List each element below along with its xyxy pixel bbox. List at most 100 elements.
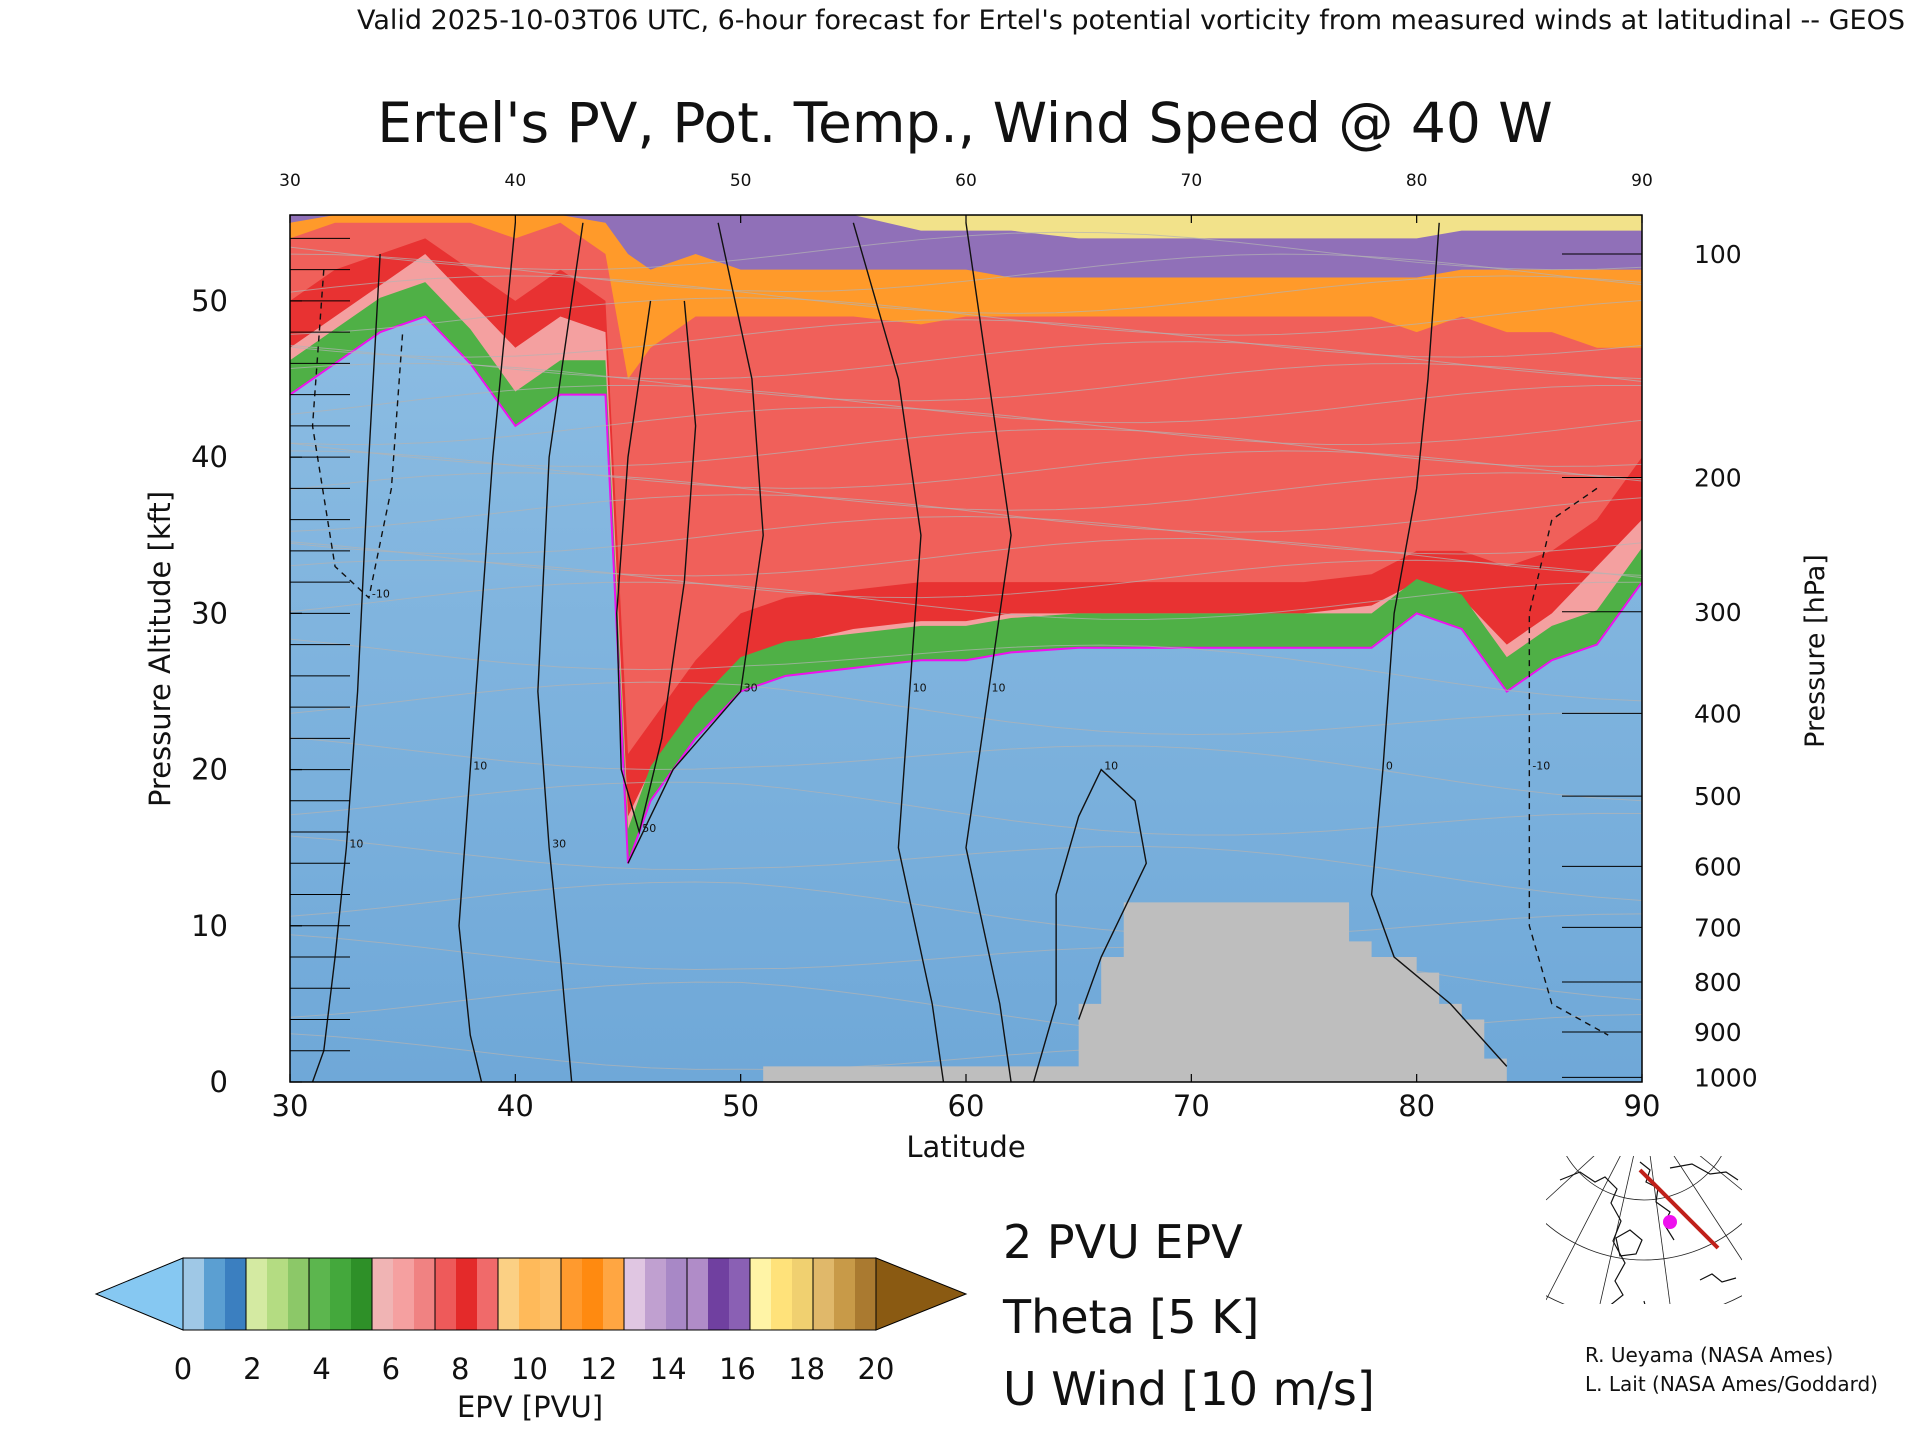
theta-line xyxy=(290,781,1642,836)
theta-line xyxy=(290,472,1642,511)
colorbar-swatch xyxy=(729,1258,751,1330)
colorbar-swatch xyxy=(393,1258,415,1330)
colorbar-tick-label: 16 xyxy=(719,1352,756,1386)
colorbar-swatch xyxy=(414,1258,436,1330)
theta-line xyxy=(290,428,1642,467)
x-tick-label-top: 50 xyxy=(730,171,752,191)
pv2-contour xyxy=(290,315,1642,864)
colorbar-tick-label: 6 xyxy=(382,1352,400,1386)
u-wind-contour xyxy=(627,222,764,864)
u-wind-contour xyxy=(1032,768,1147,1082)
colorbar-swatch xyxy=(246,1258,268,1330)
epv-colorbar: 0 2 4 6 8 10 12 14 16 18 20 xyxy=(94,1257,968,1386)
pressure-tick-label: 900 xyxy=(1694,1018,1742,1047)
theta-line xyxy=(290,253,1642,293)
theta-line xyxy=(290,835,1642,901)
y-tick-label: 0 xyxy=(210,1065,228,1099)
pressure-tick-label: 1000 xyxy=(1694,1063,1758,1092)
colorbar-tick-label: 10 xyxy=(511,1352,548,1386)
u-wind-contour-label: 10 xyxy=(992,681,1006,694)
inset-map xyxy=(1546,1156,1742,1304)
pressure-tick-label: 300 xyxy=(1694,598,1742,627)
legend-entry-theta: Theta [5 K] xyxy=(1002,1290,1259,1344)
location-marker xyxy=(1663,1215,1677,1229)
x-tick-label: 40 xyxy=(497,1089,534,1123)
x-tick-label: 80 xyxy=(1398,1089,1435,1123)
pressure-tick-label: 400 xyxy=(1694,699,1742,728)
colorbar-frame xyxy=(182,1257,877,1331)
colorbar-tick-label: 8 xyxy=(451,1352,469,1386)
legend-entry-u-wind: U Wind [10 m/s] xyxy=(1003,1362,1375,1416)
theta-line xyxy=(290,384,1642,424)
y-axis-label-left: Pressure Altitude [kft] xyxy=(143,491,177,807)
colorbar-tick-label: 12 xyxy=(580,1352,617,1386)
colorbar-swatch xyxy=(561,1258,583,1330)
u-wind-contour-label: -10 xyxy=(1532,760,1550,773)
y-tick-label: 30 xyxy=(191,596,228,630)
x-tick-label: 90 xyxy=(1624,1089,1661,1123)
u-wind-contour xyxy=(311,269,404,600)
pressure-tick-label: 500 xyxy=(1694,782,1742,811)
x-tick-label: 70 xyxy=(1173,1089,1210,1123)
colorbar-swatch xyxy=(204,1258,226,1330)
y-tick-label: 10 xyxy=(191,909,228,943)
theta-line xyxy=(290,363,1642,402)
colorbar-tick-label: 18 xyxy=(788,1352,825,1386)
legend: 2 PVU EPV Theta [5 K] U Wind [10 m/s] xyxy=(1002,1215,1375,1416)
theta-line xyxy=(290,537,1642,577)
u-wind-contour xyxy=(537,222,584,1082)
colorbar-swatch xyxy=(750,1258,772,1330)
credit-line-1: R. Ueyama (NASA Ames) xyxy=(1585,1343,1833,1367)
colorbar-tick-label: 20 xyxy=(858,1352,895,1386)
colorbar-swatch xyxy=(540,1258,562,1330)
cross-section-track xyxy=(1638,1168,1720,1250)
x-tick-label-top: 40 xyxy=(505,171,527,191)
u-wind-contour xyxy=(1528,487,1609,1036)
pressure-tick-label: 200 xyxy=(1694,463,1742,492)
u-wind-contour-label: 0 xyxy=(1386,760,1393,773)
colorbar-swatch xyxy=(456,1258,478,1330)
colorbar-swatch xyxy=(351,1258,373,1330)
theta-line xyxy=(290,736,1642,802)
u-wind-contour xyxy=(458,222,517,1082)
colorbar-swatch xyxy=(267,1258,289,1330)
pressure-tick-label: 600 xyxy=(1694,852,1742,881)
theta-line xyxy=(290,319,1642,358)
x-tick-label-top: 60 xyxy=(955,171,977,191)
theta-line xyxy=(290,275,1642,314)
theta-line xyxy=(290,494,1642,533)
colorbar-swatch xyxy=(582,1258,604,1330)
theta-line xyxy=(290,450,1642,489)
x-tick-label: 60 xyxy=(948,1089,985,1123)
u-wind-contour xyxy=(1370,222,1508,1067)
u-wind-contour-label: 30 xyxy=(744,681,758,694)
y-tick-label: 40 xyxy=(191,440,228,474)
theta-line xyxy=(290,406,1642,445)
u-wind-contour xyxy=(616,300,697,835)
colorbar-under-arrow xyxy=(94,1257,184,1331)
colorbar-over-arrow xyxy=(875,1257,968,1331)
colorbar-swatch xyxy=(330,1258,352,1330)
colorbar-swatch xyxy=(435,1258,457,1330)
colorbar-swatch xyxy=(834,1258,856,1330)
colorbar-swatch xyxy=(771,1258,793,1330)
colorbar-swatch xyxy=(519,1258,541,1330)
y-axis-label-right: Pressure [hPa] xyxy=(1800,554,1831,748)
colorbar-swatch xyxy=(603,1258,625,1330)
colorbar-swatch xyxy=(477,1258,499,1330)
u-wind-contour-label: 30 xyxy=(552,838,566,851)
colorbar-tick-label: 4 xyxy=(312,1352,330,1386)
colorbar-swatch xyxy=(183,1258,205,1330)
colorbar-swatch xyxy=(855,1258,877,1330)
theta-line xyxy=(290,297,1642,336)
theta-line xyxy=(290,581,1642,621)
theta-line xyxy=(290,881,1642,937)
x-tick-label: 50 xyxy=(722,1089,759,1123)
colorbar-swatch xyxy=(708,1258,730,1330)
pressure-tick-label: 700 xyxy=(1694,913,1742,942)
u-wind-contour xyxy=(965,222,1012,1082)
y-tick-label: 50 xyxy=(191,284,228,318)
x-tick-label-top: 90 xyxy=(1631,171,1653,191)
y-tick-label: 20 xyxy=(191,753,228,787)
